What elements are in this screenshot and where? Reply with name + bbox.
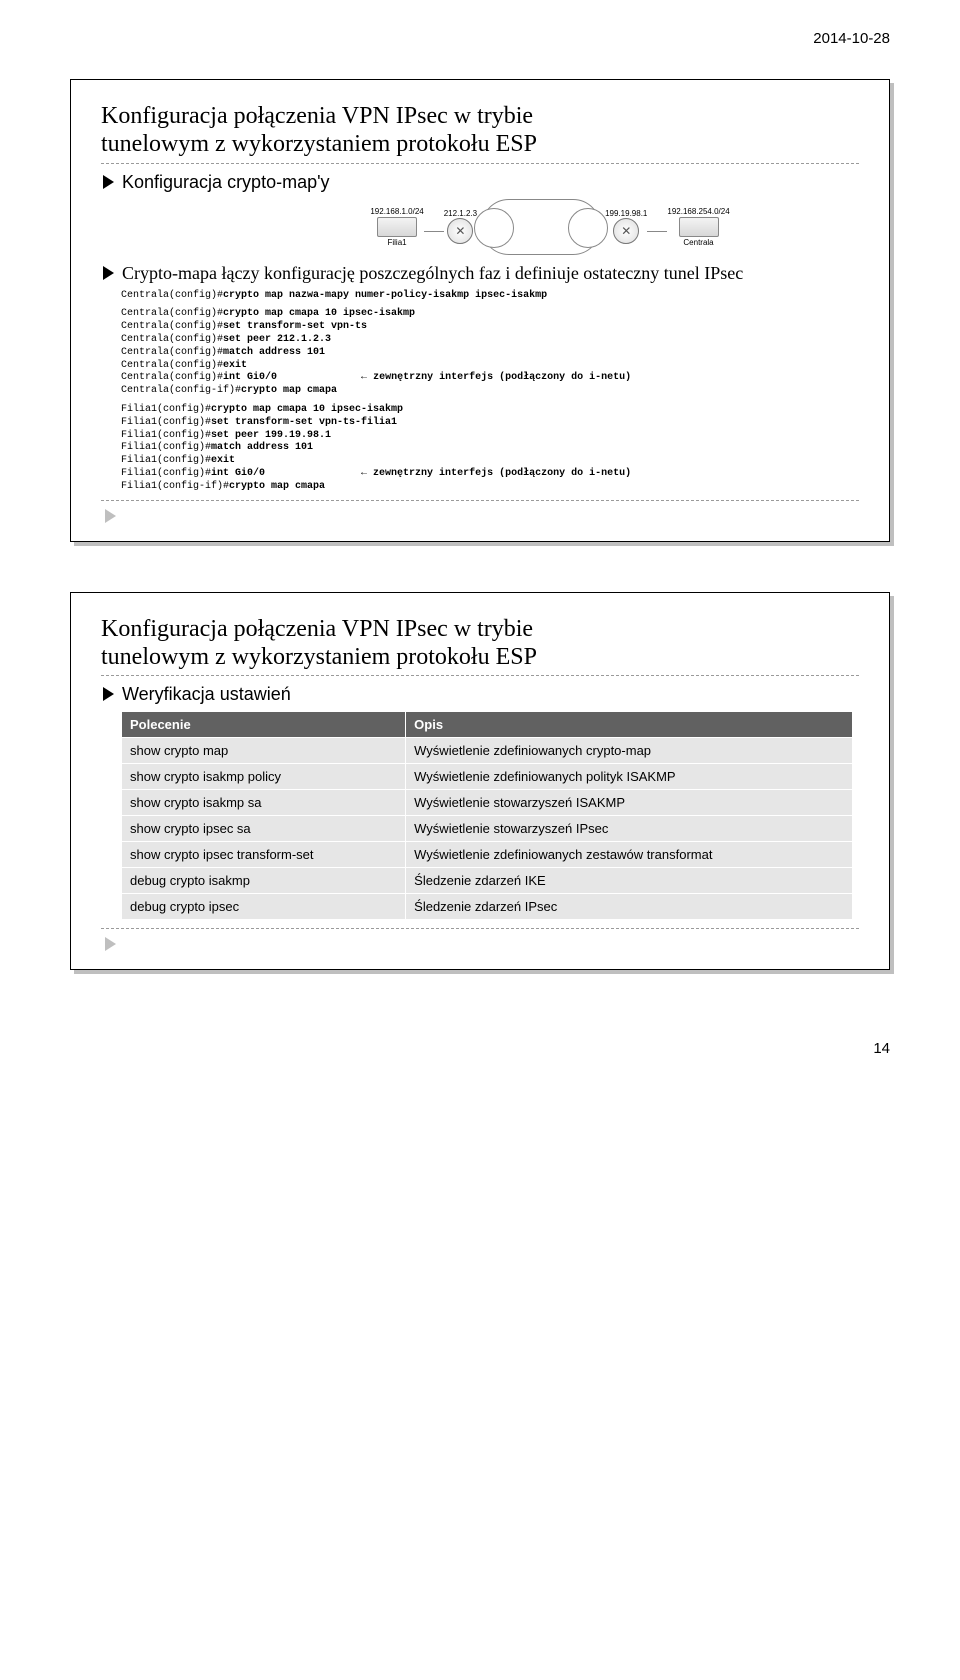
slide2-title-line2: tunelowym z wykorzystaniem protokołu ESP (101, 644, 537, 670)
table-cell-desc: Wyświetlenie zdefiniowanych crypto-map (406, 738, 853, 764)
table-row: show crypto isakmp policyWyświetlenie zd… (122, 764, 853, 790)
table-row: show crypto ipsec transform-setWyświetle… (122, 842, 853, 868)
triangle-bullet-icon (103, 687, 114, 701)
table-cell-desc: Wyświetlenie zdefiniowanych polityk ISAK… (406, 764, 853, 790)
table-header-desc: Opis (406, 712, 853, 738)
slide1-title: Konfiguracja połączenia VPN IPsec w tryb… (101, 102, 859, 159)
diagram-right-net: 192.168.254.0/24 (667, 207, 729, 216)
table-cell-desc: Wyświetlenie stowarzyszeń ISAKMP (406, 790, 853, 816)
table-row: show crypto ipsec saWyświetlenie stowarz… (122, 816, 853, 842)
wire-icon (647, 231, 667, 232)
slide2-bullet1-row: Weryfikacja ustawień (101, 684, 859, 705)
slide1-title-line1: Konfiguracja połączenia VPN IPsec w tryb… (101, 103, 533, 129)
slide1-title-line2: tunelowym z wykorzystaniem protokołu ESP (101, 131, 537, 157)
slide2-title-line1: Konfiguracja połączenia VPN IPsec w tryb… (101, 616, 533, 642)
table-cell-cmd: show crypto ipsec transform-set (122, 842, 406, 868)
triangle-marker-icon (105, 937, 116, 951)
table-cell-desc: Wyświetlenie zdefiniowanych zestawów tra… (406, 842, 853, 868)
triangle-marker-icon (105, 509, 116, 523)
network-diagram: 192.168.1.0/24 Filia1 212.1.2.3 ✕ 199.19… (241, 199, 859, 255)
code-block-centrala: Centrala(config)#crypto map cmapa 10 ips… (121, 308, 859, 398)
wire-icon (424, 231, 444, 232)
slide1-bullet2-row: Crypto-mapa łączy konfigurację poszczegó… (101, 263, 859, 284)
diagram-left-name: Filia1 (387, 238, 406, 247)
separator (101, 163, 859, 164)
commands-table: Polecenie Opis show crypto mapWyświetlen… (121, 711, 853, 920)
slide1-bullet1-row: Konfiguracja crypto-map'y (101, 172, 859, 193)
slide1-bullet2-text: Crypto-mapa łączy konfigurację poszczegó… (122, 263, 743, 284)
host-left-icon (377, 217, 417, 237)
router-right: 199.19.98.1 ✕ (605, 209, 647, 244)
table-row: show crypto mapWyświetlenie zdefiniowany… (122, 738, 853, 764)
slide1-bullet1-text: Konfiguracja crypto-map'y (122, 172, 330, 193)
diagram-left-router-ip: 212.1.2.3 (444, 209, 477, 218)
table-row: show crypto isakmp saWyświetlenie stowar… (122, 790, 853, 816)
cloud-icon (481, 199, 601, 255)
separator (101, 928, 859, 929)
separator (101, 500, 859, 501)
diagram-right-name: Centrala (683, 238, 713, 247)
table-row: debug crypto isakmpŚledzenie zdarzeń IKE (122, 868, 853, 894)
table-header-row: Polecenie Opis (122, 712, 853, 738)
host-right-icon (679, 217, 719, 237)
page-number: 14 (70, 1040, 890, 1057)
code-block-filia1: Filia1(config)#crypto map cmapa 10 ipsec… (121, 404, 859, 494)
separator (101, 675, 859, 676)
slide-1: Konfiguracja połączenia VPN IPsec w tryb… (70, 79, 890, 542)
table-cell-desc: Śledzenie zdarzeń IPsec (406, 894, 853, 920)
triangle-bullet-icon (103, 266, 114, 280)
router-left: 212.1.2.3 ✕ (444, 209, 477, 244)
table-cell-cmd: show crypto map (122, 738, 406, 764)
table-cell-cmd: show crypto ipsec sa (122, 816, 406, 842)
router-icon: ✕ (613, 218, 639, 244)
table-header-cmd: Polecenie (122, 712, 406, 738)
code-block-template: Centrala(config)#crypto map nazwa-mapy n… (121, 290, 859, 303)
table-cell-cmd: show crypto isakmp policy (122, 764, 406, 790)
slide2-bullet1-text: Weryfikacja ustawień (122, 684, 291, 705)
table-cell-cmd: debug crypto isakmp (122, 868, 406, 894)
diagram-left-net: 192.168.1.0/24 (370, 207, 423, 216)
table-cell-desc: Śledzenie zdarzeń IKE (406, 868, 853, 894)
table-cell-cmd: show crypto isakmp sa (122, 790, 406, 816)
table-cell-desc: Wyświetlenie stowarzyszeń IPsec (406, 816, 853, 842)
table-cell-cmd: debug crypto ipsec (122, 894, 406, 920)
table-row: debug crypto ipsecŚledzenie zdarzeń IPse… (122, 894, 853, 920)
page-date: 2014-10-28 (70, 30, 890, 47)
diagram-right-router-ip: 199.19.98.1 (605, 209, 647, 218)
slide-2: Konfiguracja połączenia VPN IPsec w tryb… (70, 592, 890, 971)
slide2-title: Konfiguracja połączenia VPN IPsec w tryb… (101, 615, 859, 672)
router-icon: ✕ (447, 218, 473, 244)
triangle-bullet-icon (103, 175, 114, 189)
